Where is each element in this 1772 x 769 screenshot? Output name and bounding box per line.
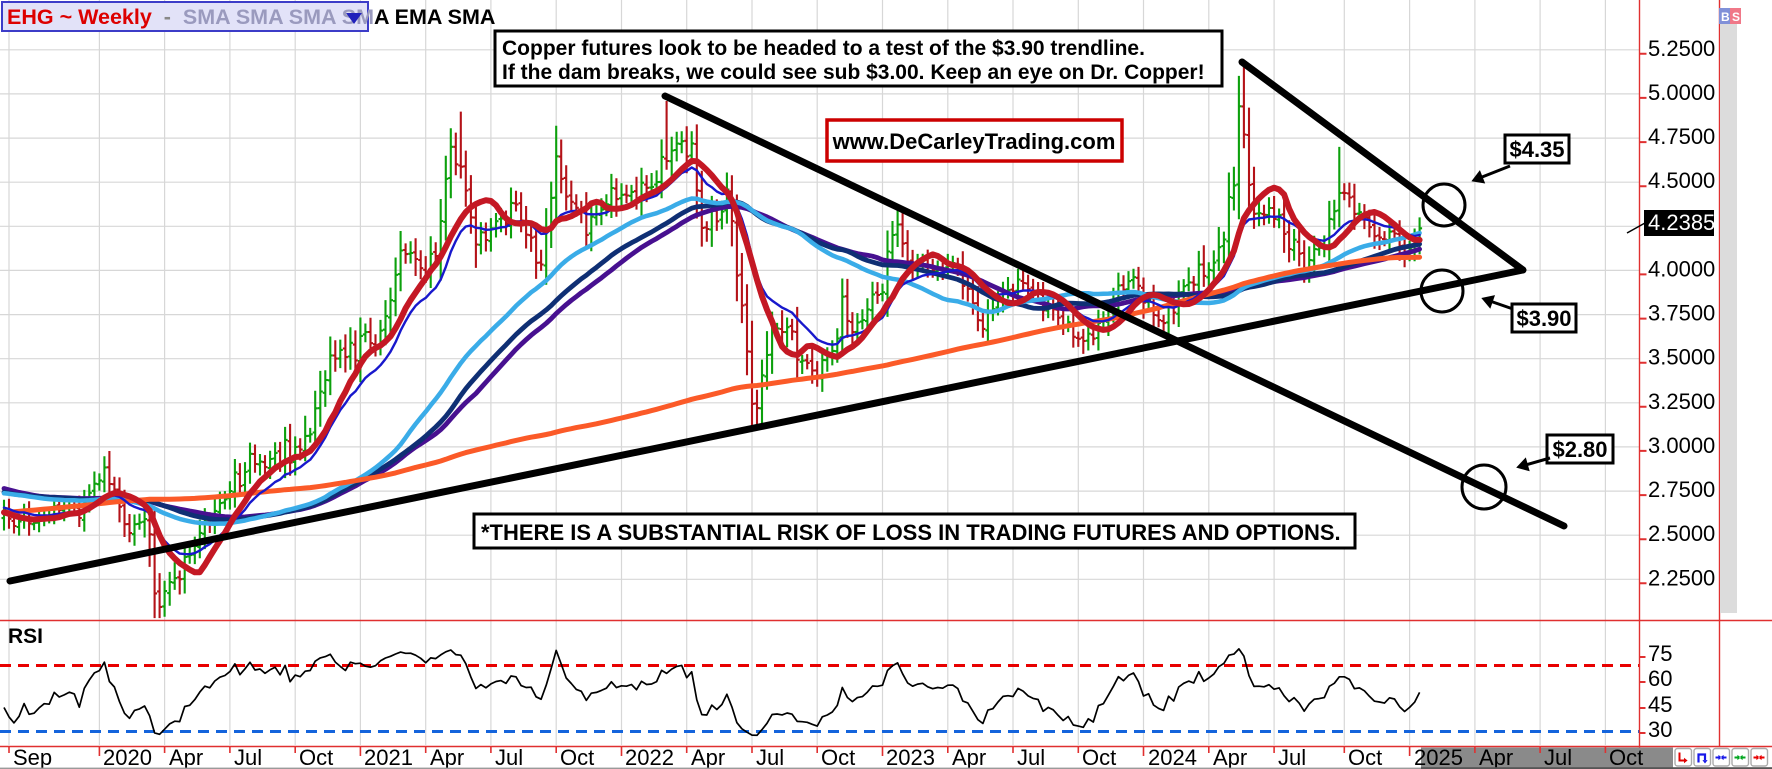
- svg-text:Copper futures look to be head: Copper futures look to be headed to a te…: [502, 37, 1145, 60]
- svg-text:Oct: Oct: [1609, 745, 1643, 769]
- svg-text:Sep: Sep: [13, 745, 52, 769]
- svg-text:Jul: Jul: [1017, 745, 1045, 769]
- svg-text:2021: 2021: [364, 745, 413, 769]
- svg-text:Apr: Apr: [1213, 745, 1247, 769]
- svg-text:3.7500: 3.7500: [1648, 301, 1715, 326]
- svg-text:If the dam breaks, we could se: If the dam breaks, we could see sub $3.0…: [502, 61, 1205, 84]
- svg-text:4.5000: 4.5000: [1648, 168, 1715, 193]
- svg-text:Oct: Oct: [1082, 745, 1116, 769]
- svg-text:Oct: Oct: [299, 745, 333, 769]
- svg-text:Apr: Apr: [169, 745, 203, 769]
- svg-text:5.0000: 5.0000: [1648, 80, 1715, 105]
- svg-text:EHG ~ Weekly - SMA SMA SMA S: EHG ~ Weekly - SMA SMA SMA SMA EMA SMA: [7, 5, 495, 29]
- svg-text:2023: 2023: [886, 745, 935, 769]
- svg-text:45: 45: [1648, 692, 1672, 717]
- svg-text:Oct: Oct: [821, 745, 855, 769]
- svg-text:*THERE IS A SUBSTANTIAL RISK O: *THERE IS A SUBSTANTIAL RISK OF LOSS IN …: [481, 520, 1341, 545]
- svg-text:2.2500: 2.2500: [1648, 565, 1715, 590]
- svg-text:30: 30: [1648, 717, 1672, 742]
- svg-text:4.0000: 4.0000: [1648, 256, 1715, 281]
- svg-text:Oct: Oct: [560, 745, 594, 769]
- svg-text:Jul: Jul: [1544, 745, 1572, 769]
- svg-text:Jul: Jul: [756, 745, 784, 769]
- svg-text:RSI: RSI: [8, 625, 43, 648]
- svg-text:www.DeCarleyTrading.com: www.DeCarleyTrading.com: [832, 129, 1116, 154]
- svg-text:$3.90: $3.90: [1516, 306, 1571, 331]
- svg-text:75: 75: [1648, 641, 1672, 666]
- svg-text:B: B: [1721, 10, 1730, 24]
- svg-text:60: 60: [1648, 666, 1672, 691]
- svg-text:Apr: Apr: [430, 745, 464, 769]
- svg-text:Jul: Jul: [234, 745, 262, 769]
- svg-text:4.7500: 4.7500: [1648, 124, 1715, 149]
- svg-text:Apr: Apr: [952, 745, 986, 769]
- svg-text:2.7500: 2.7500: [1648, 477, 1715, 502]
- svg-text:3.0000: 3.0000: [1648, 433, 1715, 458]
- svg-text:Jul: Jul: [495, 745, 523, 769]
- svg-text:$4.35: $4.35: [1509, 137, 1564, 162]
- svg-text:Jul: Jul: [1278, 745, 1306, 769]
- svg-text:2022: 2022: [625, 745, 674, 769]
- svg-text:Apr: Apr: [691, 745, 725, 769]
- svg-text:2025: 2025: [1414, 745, 1463, 769]
- svg-text:2.5000: 2.5000: [1648, 521, 1715, 546]
- svg-text:5.2500: 5.2500: [1648, 36, 1715, 61]
- svg-text:2020: 2020: [103, 745, 152, 769]
- svg-text:Oct: Oct: [1348, 745, 1382, 769]
- svg-text:Apr: Apr: [1479, 745, 1513, 769]
- svg-text:3.2500: 3.2500: [1648, 389, 1715, 414]
- svg-text:$2.80: $2.80: [1552, 437, 1607, 462]
- svg-text:3.5000: 3.5000: [1648, 345, 1715, 370]
- svg-text:2024: 2024: [1148, 745, 1197, 769]
- svg-text:S: S: [1732, 10, 1740, 24]
- svg-text:4.2385: 4.2385: [1648, 210, 1715, 235]
